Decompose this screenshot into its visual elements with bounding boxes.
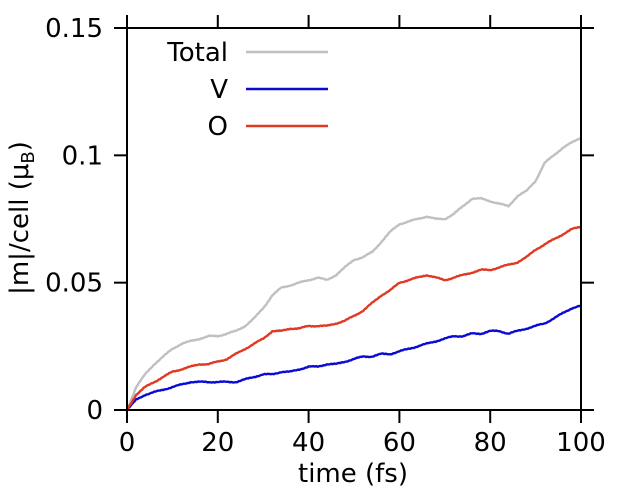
- y-tick-label: 0.1: [62, 141, 103, 171]
- plot-frame: [126, 27, 582, 411]
- x-axis-title: time (fs): [298, 459, 408, 489]
- legend: Total VO: [166, 38, 328, 142]
- y-tick-label: 0.15: [45, 14, 103, 44]
- series-line-v: [126, 304, 582, 411]
- legend-label-o: O: [208, 112, 228, 142]
- y-axis-title: |m|/cell (μB): [5, 141, 39, 295]
- x-tick-label: 20: [201, 428, 234, 458]
- ticks-layer: 0 20 40 60 80 100 0 0.05 0.1 0.15: [45, 14, 606, 458]
- y-axis-title-main: |m|/cell (μ: [5, 164, 35, 295]
- y-tick-label: 0.05: [45, 269, 103, 299]
- series-line-total: [125, 136, 582, 411]
- y-axis-title-close: ): [5, 141, 35, 151]
- x-tick-label: 0: [119, 428, 136, 458]
- legend-label-v: V: [210, 75, 228, 105]
- series-layer: [125, 136, 582, 411]
- y-axis-title-subscript: B: [18, 151, 39, 163]
- x-tick-label: 60: [383, 428, 416, 458]
- x-tick-label: 40: [292, 428, 325, 458]
- x-tick-label: 80: [474, 428, 507, 458]
- x-tick-label: 100: [556, 428, 606, 458]
- series-line-o: [125, 225, 582, 411]
- y-tick-label: 0: [86, 396, 103, 426]
- legend-label-total: Total: [166, 38, 228, 68]
